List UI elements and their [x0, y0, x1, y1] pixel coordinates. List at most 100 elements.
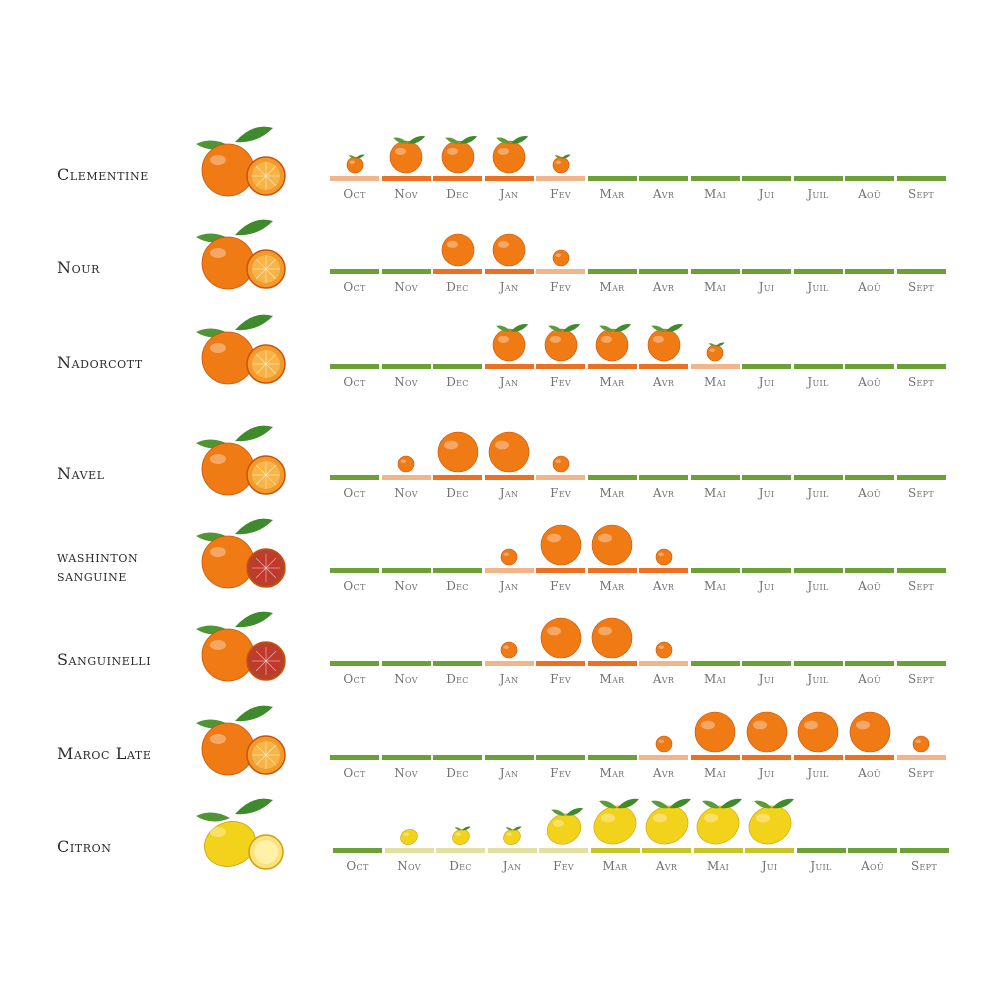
month-label: Juil: [807, 672, 829, 686]
orange-fruit-mark: [476, 419, 542, 477]
orange-icon: [552, 249, 569, 267]
month-label: Sept: [908, 375, 934, 389]
orange-fruit-mark: [429, 128, 487, 178]
availability-segment: [639, 175, 688, 181]
month-label: Juil: [807, 375, 829, 389]
row-name-line: Nour: [57, 257, 100, 277]
availability-segment: [587, 474, 637, 480]
availability-segment: [590, 847, 640, 853]
orange-fruit-mark: [528, 605, 594, 663]
orange-fruit-mark: [480, 221, 538, 271]
availability-segment: [433, 363, 482, 369]
orange-fruit-mark: [528, 512, 594, 570]
product-photo: [180, 792, 300, 886]
lemon-icon: [593, 798, 639, 845]
availability-segment: [742, 268, 791, 274]
month-label: Aoû: [858, 187, 881, 201]
month-label: Sept: [908, 766, 934, 780]
month-label: Juil: [807, 486, 829, 500]
orange-icon: [552, 154, 571, 174]
orange-fruit-mark: [635, 316, 693, 366]
month-label: Jui: [758, 280, 775, 294]
month-label: Avr: [652, 486, 675, 500]
month-label: Sept: [908, 486, 934, 500]
product-photo: [180, 213, 300, 307]
orange-icon: [540, 524, 581, 566]
orange-fruit-mark: [480, 128, 538, 178]
month-label: Jan: [499, 579, 519, 593]
month-label: Juil: [807, 187, 829, 201]
product-photo: [180, 419, 300, 513]
orange-fruit-mark: [532, 316, 590, 366]
nadorcott-mandarin-icon: [196, 314, 286, 385]
orange-icon: [797, 711, 839, 753]
month-label: Sept: [908, 187, 934, 201]
orange-fruit-mark: [334, 144, 376, 178]
month-label: Oct: [343, 375, 366, 389]
availability-segment: [796, 847, 846, 853]
lemon-icon: [503, 826, 522, 845]
month-label: Fev: [550, 672, 571, 686]
availability-segment: [639, 660, 688, 666]
availability-segment: [690, 175, 740, 181]
month-label: Jui: [758, 672, 775, 686]
month-label: Fev: [550, 375, 571, 389]
month-label: Sept: [908, 672, 934, 686]
month-label: Mai: [703, 187, 727, 201]
month-label: Fev: [550, 766, 571, 780]
navel-orange-icon: [196, 425, 286, 496]
row-name-line: Citron: [57, 836, 112, 856]
orange-fruit-mark: [540, 237, 582, 271]
availability-segment: [330, 754, 379, 760]
orange-fruit-mark: [579, 512, 645, 570]
availability-segment: [330, 268, 379, 274]
availability-segment: [845, 268, 894, 274]
row-name: Navel: [57, 464, 177, 483]
month-label: Mai: [703, 672, 727, 686]
month-label: Dec: [446, 766, 469, 780]
orange-icon: [488, 431, 530, 473]
availability-segment: [793, 754, 843, 760]
availability-segment: [690, 268, 740, 274]
month-label: Aoû: [858, 280, 881, 294]
month-label: Juil: [807, 280, 829, 294]
availability-segment: [484, 363, 534, 369]
month-label: Avr: [652, 766, 675, 780]
availability-segment: [639, 567, 688, 573]
orange-fruit-mark: [429, 221, 487, 271]
orange-icon: [544, 323, 580, 362]
month-label: Dec: [446, 280, 469, 294]
lemon-icon: [748, 798, 794, 845]
availability-segment: [381, 660, 431, 666]
availability-segment: [536, 175, 585, 181]
month-label: Sept: [908, 280, 934, 294]
month-label: Dec: [449, 859, 472, 873]
availability-segment: [536, 660, 585, 666]
orange-icon: [706, 342, 725, 362]
availability-segment: [484, 567, 534, 573]
availability-segment: [793, 567, 843, 573]
row-name: Nour: [57, 258, 177, 277]
month-label: Oct: [343, 766, 366, 780]
month-label: Jan: [499, 766, 519, 780]
availability-segment: [899, 847, 949, 853]
availability-segment: [333, 847, 382, 853]
row-name: Sanguinelli: [57, 650, 177, 669]
month-label: Mai: [703, 280, 727, 294]
availability-segment: [690, 567, 740, 573]
row-name-line: Navel: [57, 463, 105, 483]
month-label: Nov: [394, 280, 418, 294]
orange-icon: [849, 711, 890, 753]
availability-segment: [742, 175, 791, 181]
row-name: Clementine: [57, 165, 177, 184]
availability-segment: [793, 363, 843, 369]
lemon-fruit-mark: [582, 792, 648, 850]
orange-fruit-mark: [480, 316, 538, 366]
availability-segment: [381, 567, 431, 573]
month-label: Oct: [346, 859, 369, 873]
availability-segment: [484, 474, 534, 480]
month-label: Juil: [810, 859, 832, 873]
orange-fruit-mark: [694, 332, 736, 366]
availability-segment: [330, 567, 379, 573]
availability-segment: [536, 754, 585, 760]
